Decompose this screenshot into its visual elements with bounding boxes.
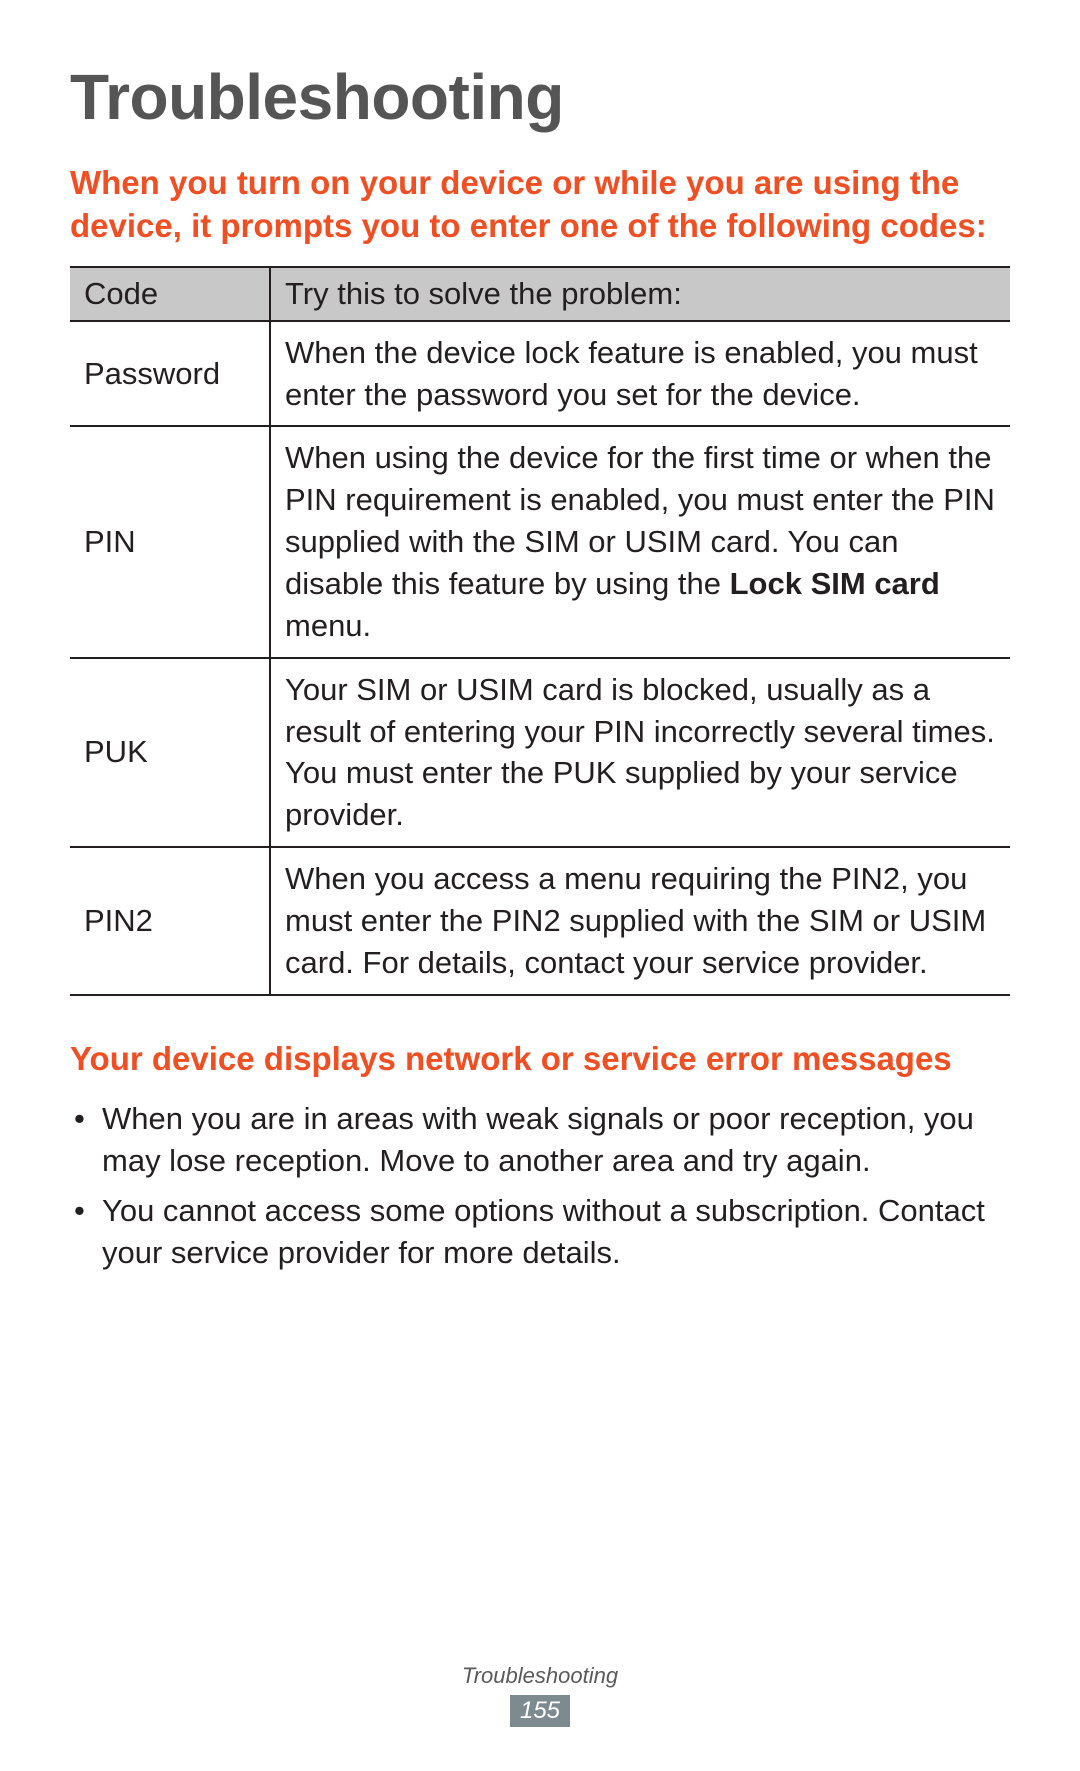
document-page: Troubleshooting When you turn on your de… — [0, 0, 1080, 1771]
code-cell: PUK — [70, 658, 270, 847]
solution-cell: Your SIM or USIM card is blocked, usuall… — [270, 658, 1010, 847]
solution-cell: When using the device for the first time… — [270, 426, 1010, 657]
section1-heading: When you turn on your device or while yo… — [70, 162, 1010, 248]
table-header-code: Code — [70, 267, 270, 321]
bullet-list: When you are in areas with weak signals … — [70, 1098, 1010, 1273]
list-item: You cannot access some options without a… — [70, 1190, 1010, 1274]
table-row: PIN When using the device for the first … — [70, 426, 1010, 657]
page-title: Troubleshooting — [70, 60, 1010, 134]
table-row: Password When the device lock feature is… — [70, 321, 1010, 427]
solution-cell: When the device lock feature is enabled,… — [270, 321, 1010, 427]
page-footer: Troubleshooting 155 — [0, 1663, 1080, 1727]
footer-page-number: 155 — [510, 1695, 570, 1727]
table-header-solution: Try this to solve the problem: — [270, 267, 1010, 321]
code-cell: Password — [70, 321, 270, 427]
list-item: When you are in areas with weak signals … — [70, 1098, 1010, 1182]
section2-heading: Your device displays network or service … — [70, 1038, 1010, 1081]
footer-section-label: Troubleshooting — [0, 1663, 1080, 1689]
codes-table: Code Try this to solve the problem: Pass… — [70, 266, 1010, 996]
table-row: PUK Your SIM or USIM card is blocked, us… — [70, 658, 1010, 847]
solution-cell: When you access a menu requiring the PIN… — [270, 847, 1010, 995]
table-row: PIN2 When you access a menu requiring th… — [70, 847, 1010, 995]
code-cell: PIN — [70, 426, 270, 657]
table-header-row: Code Try this to solve the problem: — [70, 267, 1010, 321]
code-cell: PIN2 — [70, 847, 270, 995]
